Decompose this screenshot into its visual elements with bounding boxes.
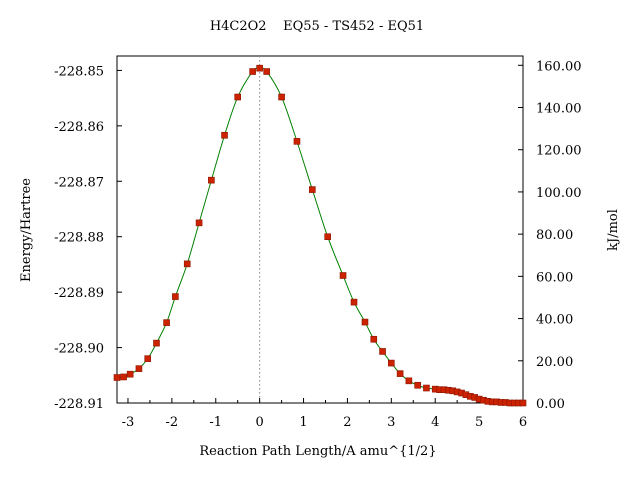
- data-point: [195, 219, 203, 227]
- data-point: [361, 318, 369, 326]
- data-point: [163, 319, 170, 326]
- y2-tick-label: 80.00: [536, 228, 573, 243]
- data-point: [309, 186, 316, 193]
- data-point: [423, 384, 430, 392]
- data-point: [221, 131, 228, 139]
- y-tick-label: -228.88: [54, 231, 104, 246]
- y2-tick-label: 40.00: [536, 313, 573, 328]
- x-tick-label: 4: [431, 415, 439, 430]
- data-point: [396, 370, 404, 377]
- y-axis-left: -228.85 -228.86 -228.87 -228.88 -228.89 -228.…: [54, 64, 122, 412]
- x-tick-label: 1: [299, 415, 307, 430]
- data-point: [256, 64, 263, 72]
- data-point: [519, 399, 527, 407]
- y2-tick-label: 100.00: [536, 186, 582, 201]
- data-point: [379, 348, 386, 355]
- data-point: [339, 272, 347, 279]
- y-tick-label: -228.91: [54, 397, 104, 412]
- data-point: [350, 298, 358, 306]
- x-tick-label: 2: [343, 415, 351, 430]
- plot-area-frame: [116, 55, 524, 404]
- data-point: [208, 176, 215, 184]
- data-point: [135, 365, 143, 372]
- data-point: [324, 233, 331, 241]
- y2-tick-label: 0.00: [536, 397, 565, 412]
- data-point: [113, 374, 121, 381]
- x-tick-label: -1: [209, 415, 222, 430]
- data-point: [172, 293, 179, 300]
- series-curve: [116, 67, 523, 404]
- chart-title: H4C2O2 EQ55 - TS452 - EQ51: [210, 19, 424, 34]
- y-axis-right: 160.00 140.00 120.00 100.00 80.00 60.00 40.00 2…: [518, 59, 582, 412]
- data-point: [293, 138, 301, 145]
- y-tick-label: -228.87: [54, 175, 104, 190]
- y2-axis-label: kJ/mol: [606, 209, 621, 251]
- data-point: [234, 93, 241, 101]
- y2-tick-label: 140.00: [536, 102, 582, 117]
- data-point: [388, 359, 395, 367]
- data-point: [249, 68, 256, 75]
- x-axis: -3 -2 -1 0 1 2 3 4 5 6: [122, 398, 527, 430]
- data-point: [405, 377, 413, 385]
- y-tick-label: -228.89: [54, 286, 104, 301]
- data-point: [120, 373, 127, 381]
- data-point: [414, 381, 421, 389]
- data-point: [126, 370, 134, 378]
- y2-tick-label: 60.00: [536, 270, 573, 285]
- y2-tick-label: 20.00: [536, 355, 573, 370]
- data-point: [370, 335, 378, 343]
- series-markers: [113, 64, 527, 407]
- data-point: [278, 93, 285, 101]
- y2-tick-label: 120.00: [536, 144, 582, 159]
- y-axis-label: Energy/Hartree: [19, 178, 34, 282]
- data-point: [183, 260, 191, 268]
- data-point: [144, 355, 152, 362]
- y-tick-label: -228.86: [54, 120, 104, 135]
- x-tick-label: -3: [122, 415, 135, 430]
- y2-tick-label: 160.00: [536, 59, 582, 74]
- y-tick-label: -228.90: [54, 342, 104, 357]
- data-point: [263, 68, 270, 75]
- x-tick-label: 3: [387, 415, 395, 430]
- x-tick-label: 0: [256, 415, 264, 430]
- x-tick-label: 5: [475, 415, 483, 430]
- x-tick-label: -2: [166, 415, 179, 430]
- data-point: [153, 339, 160, 347]
- x-tick-label: 6: [519, 415, 527, 430]
- y-tick-label: -228.85: [54, 64, 104, 79]
- x-axis-label: Reaction Path Length/A amu^{1/2}: [199, 444, 436, 459]
